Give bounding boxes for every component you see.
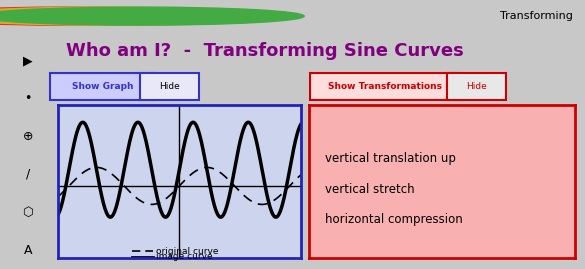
- Text: vertical stretch: vertical stretch: [325, 183, 415, 196]
- FancyBboxPatch shape: [448, 73, 505, 100]
- Text: image curve: image curve: [156, 252, 212, 261]
- Text: ⊕: ⊕: [23, 130, 33, 143]
- Text: A: A: [23, 243, 32, 257]
- Text: original curve: original curve: [156, 247, 218, 256]
- FancyBboxPatch shape: [50, 73, 153, 100]
- Text: vertical translation up: vertical translation up: [325, 152, 456, 165]
- Circle shape: [0, 7, 304, 25]
- Text: ⬡: ⬡: [22, 206, 33, 219]
- Text: horizontal compression: horizontal compression: [325, 213, 463, 226]
- Text: Hide: Hide: [159, 82, 180, 91]
- Text: /: /: [26, 168, 30, 181]
- Text: •: •: [24, 92, 32, 105]
- Text: Hide: Hide: [466, 82, 487, 91]
- Text: Show Transformations: Show Transformations: [328, 82, 442, 91]
- Text: Transforming: Transforming: [500, 11, 573, 21]
- Text: Show Graph: Show Graph: [73, 82, 134, 91]
- FancyBboxPatch shape: [140, 73, 198, 100]
- Circle shape: [0, 7, 269, 25]
- Circle shape: [0, 7, 234, 25]
- Text: ▶: ▶: [23, 54, 33, 67]
- FancyBboxPatch shape: [309, 73, 460, 100]
- Text: Who am I?  -  Transforming Sine Curves: Who am I? - Transforming Sine Curves: [66, 42, 464, 60]
